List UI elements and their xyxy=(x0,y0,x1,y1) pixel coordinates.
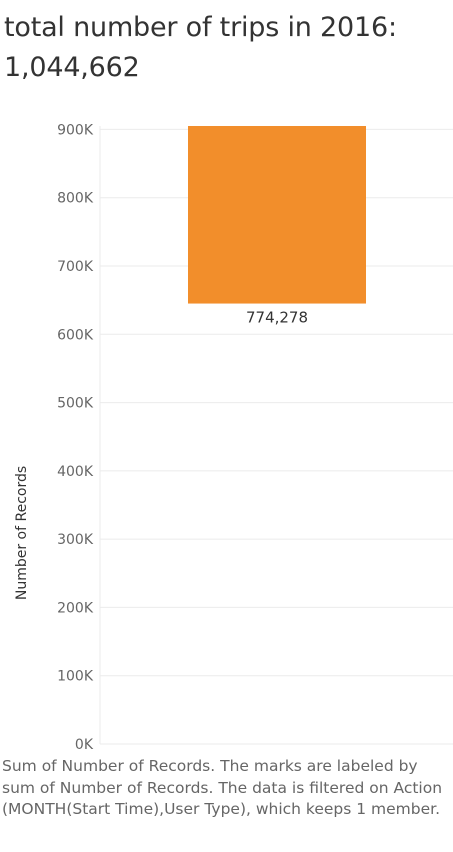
y-tick-label: 700K xyxy=(57,259,94,275)
y-tick-label: 100K xyxy=(57,669,94,685)
y-tick-label: 0K xyxy=(75,737,94,750)
y-axis-ticks: 0K 100K 200K 300K 400K 500K 600K 700K 800K 900K xyxy=(57,122,94,750)
bars: 774,278 xyxy=(188,126,366,327)
y-tick-label: 900K xyxy=(57,122,94,138)
y-tick-label: 800K xyxy=(57,191,94,207)
y-tick-label: 500K xyxy=(57,396,94,412)
y-tick-label: 600K xyxy=(57,327,94,343)
bar-chart: 0K 100K 200K 300K 400K 500K 600K 700K 800K 900K 7… xyxy=(14,122,453,750)
chart-caption: Sum of Number of Records. The marks are … xyxy=(2,757,443,818)
chart-title: total number of trips in 2016: 1,044,662 xyxy=(4,12,397,83)
y-tick-label: 400K xyxy=(57,464,94,480)
y-tick-label: 200K xyxy=(57,600,94,616)
bar-value-label: 774,278 xyxy=(246,309,308,327)
y-axis-title: Number of Records xyxy=(14,466,30,600)
y-tick-label: 300K xyxy=(57,532,94,548)
bar[interactable] xyxy=(188,126,366,304)
